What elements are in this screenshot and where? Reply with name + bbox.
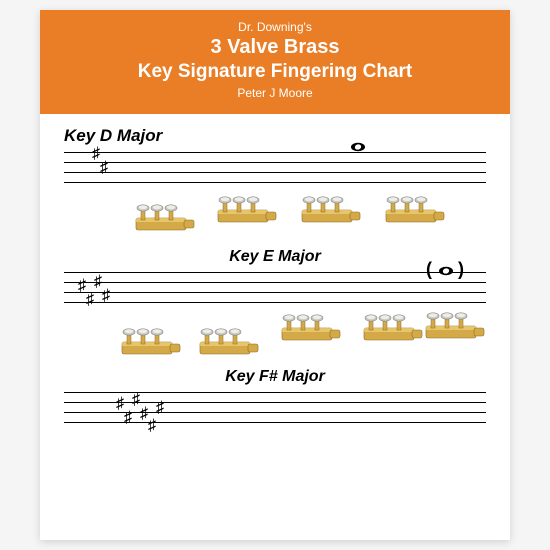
- key-section: Key F# Major♯♯♯♯♯♯: [64, 368, 486, 442]
- key-section: Key E Major♯♯♯♯(): [64, 248, 486, 360]
- valve-fingering: [198, 324, 260, 358]
- staff: ♯♯♯♯(): [64, 268, 486, 360]
- sharp-symbol: ♯: [92, 146, 100, 162]
- valve-fingering: [216, 192, 278, 226]
- valve-fingering: [300, 192, 362, 226]
- valve-fingering: [134, 200, 196, 234]
- sharp-symbol: ♯: [156, 400, 164, 416]
- sharp-symbol: ♯: [140, 406, 148, 422]
- author: Peter J Moore: [40, 86, 510, 100]
- note-paren: ): [458, 260, 464, 278]
- title-line-1: 3 Valve Brass: [40, 36, 510, 59]
- sharp-symbol: ♯: [102, 288, 110, 304]
- key-title: Key D Major: [64, 126, 486, 146]
- staff: ♯♯: [64, 148, 486, 240]
- key-title: Key E Major: [64, 248, 486, 266]
- whole-note: [438, 260, 454, 280]
- valve-fingering: [384, 192, 446, 226]
- title-line-2: Key Signature Fingering Chart: [40, 61, 510, 83]
- valve-fingering: [120, 324, 182, 358]
- series-name: Dr. Downing's: [40, 20, 510, 34]
- key-section: Key D Major♯♯: [64, 126, 486, 240]
- key-title: Key F# Major: [64, 368, 486, 386]
- sharp-symbol: ♯: [132, 392, 140, 408]
- content-area: Key D Major♯♯: [40, 114, 510, 442]
- sharp-symbol: ♯: [78, 278, 86, 294]
- sharp-symbol: ♯: [124, 410, 132, 426]
- staff: ♯♯♯♯♯♯: [64, 388, 486, 442]
- sharp-symbol: ♯: [86, 292, 94, 308]
- sharp-symbol: ♯: [94, 274, 102, 290]
- valve-fingering: [362, 310, 424, 344]
- whole-note: [350, 136, 366, 156]
- sharp-symbol: ♯: [116, 396, 124, 412]
- header: Dr. Downing's 3 Valve Brass Key Signatur…: [40, 10, 510, 114]
- chart-page: Dr. Downing's 3 Valve Brass Key Signatur…: [40, 10, 510, 540]
- valve-fingering: [424, 308, 486, 342]
- sharp-symbol: ♯: [148, 418, 156, 434]
- valve-fingering: [280, 310, 342, 344]
- sharp-symbol: ♯: [100, 160, 108, 176]
- note-paren: (: [426, 260, 432, 278]
